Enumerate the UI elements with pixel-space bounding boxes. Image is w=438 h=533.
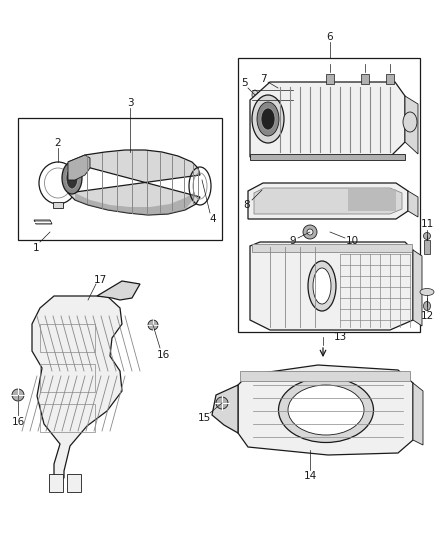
Polygon shape [248, 183, 408, 219]
Ellipse shape [260, 90, 266, 100]
Circle shape [303, 225, 317, 239]
Text: 14: 14 [304, 471, 317, 481]
Text: 6: 6 [327, 32, 333, 42]
Circle shape [307, 229, 313, 235]
Text: 17: 17 [93, 275, 106, 285]
Ellipse shape [252, 90, 258, 100]
Bar [361, 74, 369, 84]
Bar [250, 154, 405, 160]
Text: 3: 3 [127, 98, 133, 108]
Ellipse shape [268, 90, 274, 100]
Polygon shape [34, 220, 52, 224]
Circle shape [148, 320, 158, 330]
Polygon shape [97, 281, 140, 300]
Polygon shape [408, 191, 418, 217]
Bar [53, 202, 63, 208]
Bar [326, 74, 334, 84]
Bar [40, 324, 95, 352]
Polygon shape [254, 188, 402, 214]
Text: 7: 7 [260, 74, 266, 84]
Bar [252, 244, 412, 252]
Bar [348, 189, 396, 211]
Ellipse shape [62, 162, 82, 194]
Bar [18, 118, 222, 240]
Ellipse shape [252, 95, 284, 143]
Text: 16: 16 [11, 417, 25, 427]
Text: 9: 9 [290, 236, 297, 246]
Bar [240, 371, 410, 381]
Polygon shape [68, 150, 200, 215]
Ellipse shape [66, 167, 78, 189]
Ellipse shape [257, 102, 279, 136]
Text: 15: 15 [198, 413, 211, 423]
Polygon shape [405, 96, 418, 154]
Bar [40, 364, 95, 392]
Polygon shape [212, 385, 238, 433]
Ellipse shape [261, 108, 275, 130]
Text: 5: 5 [241, 78, 247, 88]
Polygon shape [250, 242, 413, 330]
Text: 2: 2 [55, 138, 61, 148]
Circle shape [12, 389, 24, 401]
Bar [49, 474, 63, 492]
Polygon shape [413, 383, 423, 445]
Ellipse shape [284, 90, 290, 100]
Ellipse shape [308, 261, 336, 311]
Bar [67, 474, 81, 492]
Ellipse shape [403, 112, 417, 132]
Ellipse shape [279, 377, 374, 442]
Text: 11: 11 [420, 219, 434, 229]
Bar [424, 240, 430, 254]
Ellipse shape [420, 288, 434, 295]
Ellipse shape [313, 268, 331, 304]
Text: 13: 13 [333, 332, 346, 342]
Ellipse shape [424, 302, 431, 311]
Circle shape [216, 397, 228, 409]
Polygon shape [413, 250, 422, 326]
Polygon shape [250, 82, 405, 157]
Text: 10: 10 [346, 236, 359, 246]
Ellipse shape [276, 90, 282, 100]
Text: 16: 16 [156, 350, 170, 360]
Polygon shape [32, 296, 122, 478]
Bar [238, 58, 420, 332]
Ellipse shape [288, 385, 364, 435]
Bar [40, 404, 95, 432]
Text: 4: 4 [210, 214, 216, 224]
Text: 12: 12 [420, 311, 434, 321]
Text: 1: 1 [33, 243, 39, 253]
Polygon shape [75, 192, 195, 215]
Text: 8: 8 [244, 200, 250, 210]
Circle shape [424, 232, 431, 239]
Bar [386, 74, 394, 84]
Circle shape [288, 88, 302, 102]
Polygon shape [68, 155, 90, 180]
Polygon shape [238, 365, 413, 455]
